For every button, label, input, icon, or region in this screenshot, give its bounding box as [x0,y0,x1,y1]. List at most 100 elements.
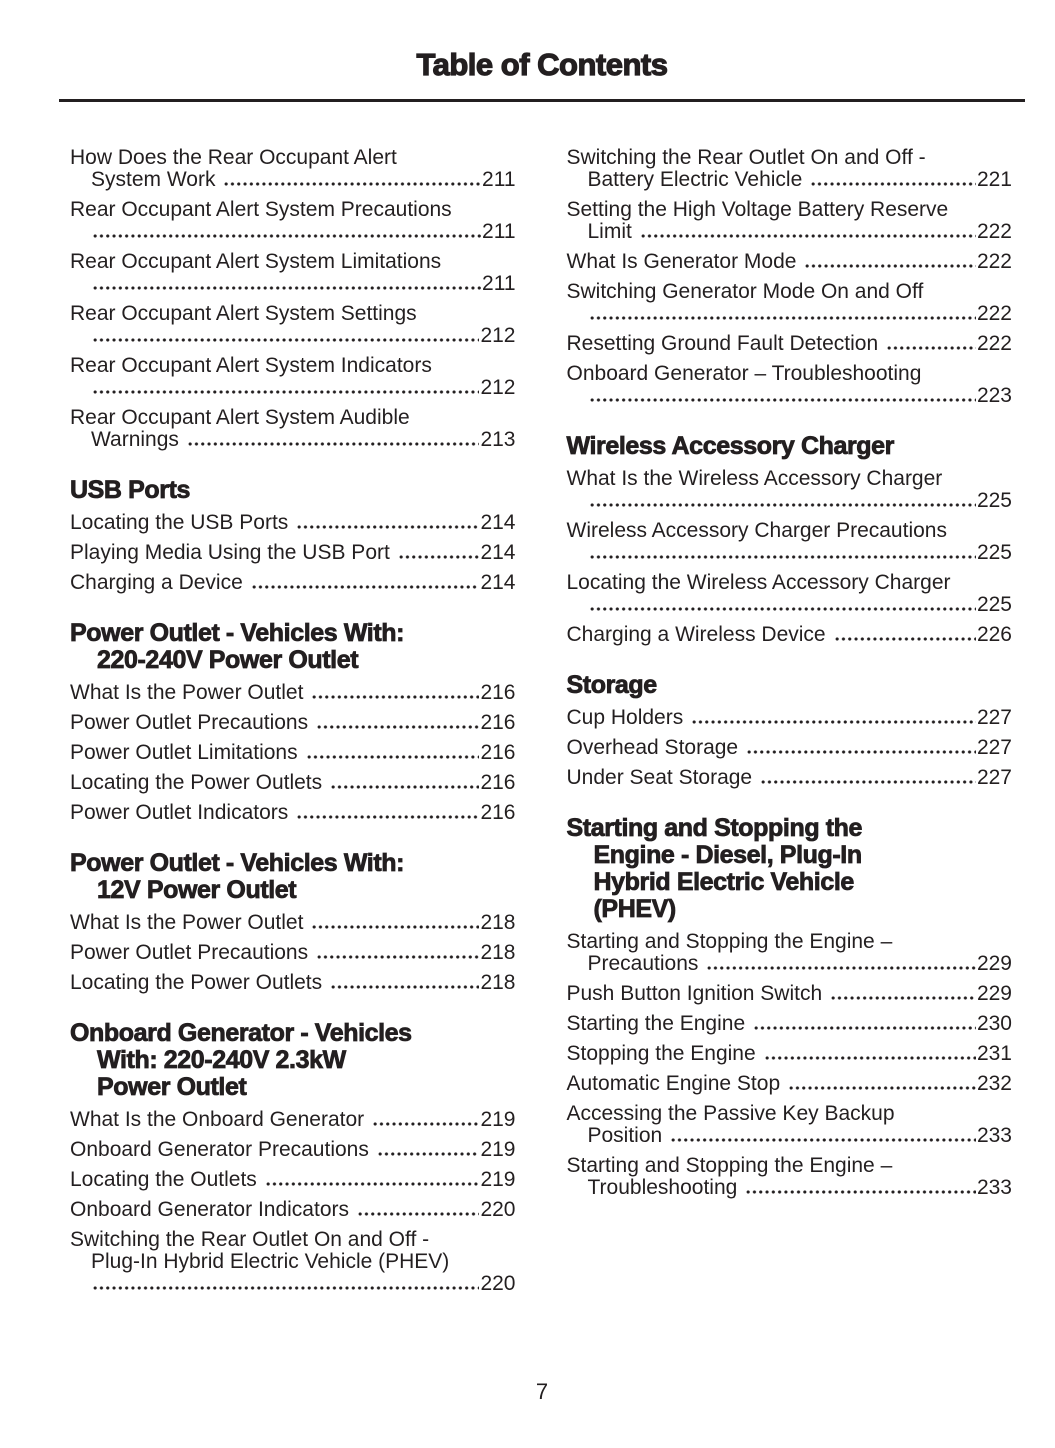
dot-leader [885,332,976,355]
toc-entry: Playing Media Using the USB Port 214 [70,540,516,564]
toc-entry-leader-line: 212 [70,376,516,399]
toc-entry-page-number: 222 [976,219,1012,243]
toc-entry-title: Stopping the Engine [566,1041,756,1065]
toc-entry-title: Charging a Device [70,570,243,594]
toc-column-right: Switching the Rear Outlet On and Off - Ba… [566,145,1013,1303]
dot-leader [787,1072,976,1095]
toc-entry-leader-line: Precautions 229 [567,951,1012,975]
toc-entry: Locating the Power Outlets 218 [70,971,516,994]
dot-leader [745,736,976,759]
toc-entry-leader-line: Power Outlet Limitations 216 [70,740,516,764]
toc-entry-page-number: 233 [976,1175,1012,1199]
toc-entry-page-number: 227 [976,705,1012,729]
toc-entry: Starting the Engine 230 [567,1012,1012,1035]
toc-entry-leader-line: Under Seat Storage 227 [567,766,1012,789]
toc-column-left: How Does the Rear Occupant Alert System W… [70,145,516,1303]
toc-entry-page-number: 219 [480,1167,516,1191]
toc-entry-leader-line: Onboard Generator Precautions 219 [70,1137,516,1161]
toc-entry: What Is Generator Mode 222 [566,249,1012,273]
toc-entry-page-number: 216 [480,740,516,764]
toc-entry-page-number: 222 [976,249,1012,273]
toc-entry-title: Onboard Generator Precautions [70,1137,369,1161]
dot-leader [371,1108,480,1131]
toc-entry-page-number: 225 [976,592,1012,616]
section-heading-line: Starting and Stopping the [566,813,863,842]
dot-leader [91,220,482,243]
toc-entry-leader-line: Overhead Storage 227 [567,736,1012,759]
dot-leader [705,952,976,975]
toc-entry-title: Troubleshooting [587,1175,738,1199]
section-heading-line: USB Ports [70,475,191,504]
page-number: 7 [535,1379,549,1404]
toc-entry: Locating the Wireless Accessory Charger 2… [566,570,1012,616]
toc-entry-page-number: 213 [480,427,516,451]
toc-entry-leader-line: 222 [567,302,1012,325]
section-heading: Power Outlet - Vehicles With: 220-240V Po… [70,619,516,674]
toc-entry: Wireless Accessory Charger Precautions 22… [567,519,1012,564]
toc-entry-text-line: Rear Occupant Alert System Precautions [70,197,452,221]
toc-entry-title: Power Outlet Precautions [70,940,309,964]
toc-entry: Setting the High Voltage Battery Reserve… [567,198,1012,243]
toc-entry-text-line: What Is the Wireless Accessory Charger [566,466,943,490]
toc-entry-page-number: 211 [482,219,516,243]
toc-entry-text-line: How Does the Rear Occupant Alert [70,145,397,169]
section-heading: Wireless Accessory Charger [566,431,1013,460]
toc-entry-leader-line: What Is the Power Outlet 216 [70,681,516,704]
toc-entry-title: Power Outlet Precautions [70,710,309,734]
toc-entry-leader-line: Starting the Engine 230 [567,1012,1012,1035]
toc-entry-leader-line: What Is Generator Mode 222 [566,249,1012,273]
dot-leader [803,250,976,273]
toc-columns: How Does the Rear Occupant Alert System W… [70,145,1013,1303]
toc-entry-leader-line: Playing Media Using the USB Port 214 [70,540,516,564]
toc-entry-page-number: 233 [976,1123,1012,1147]
page-title: Table of Contents [416,46,669,82]
toc-entry: Switching Generator Mode On and Off 222 [567,280,1012,325]
toc-entry-text-line: Plug-In Hybrid Electric Vehicle (PHEV) [91,1249,450,1273]
toc-entry-title: Power Outlet Indicators [70,800,289,824]
toc-entry-text-line: Rear Occupant Alert System Limitations [70,249,442,273]
toc-entry-leader-line: Locating the Power Outlets 216 [70,770,516,794]
toc-entry-title: Resetting Ground Fault Detection [566,331,879,355]
toc-entry-page-number: 216 [480,770,516,794]
dot-leader [356,1198,480,1221]
dot-leader [185,428,480,451]
section-heading-line: With: 220-240V 2.3kW [97,1045,347,1074]
toc-entry-page-number: 211 [482,167,516,191]
toc-entry-title: What Is the Onboard Generator [70,1107,365,1131]
dot-leader [759,766,976,789]
section-heading-line: Power Outlet - Vehicles With: [70,848,405,877]
toc-entry: Under Seat Storage 227 [567,766,1012,789]
toc-entry: What Is the Power Outlet 218 [70,911,516,934]
toc-entry-title: Playing Media Using the USB Port [70,540,390,564]
toc-entry-title: Battery Electric Vehicle [587,167,803,191]
dot-leader [829,982,976,1005]
dot-leader [690,706,976,729]
toc-entry: Charging a Wireless Device 226 [567,623,1012,646]
toc-entry-leader-line: 225 [567,592,1012,616]
toc-entry-title: What Is Generator Mode [566,249,797,273]
toc-entry-page-number: 229 [976,951,1012,975]
toc-entry-text-line: Switching the Rear Outlet On and Off - [566,145,926,169]
toc-entry-page-number: 221 [976,167,1012,191]
section-heading: Storage [566,671,1013,699]
toc-entry-title: Warnings [91,427,179,451]
section-heading-line: Wireless Accessory Charger [566,431,895,460]
toc-entry: Onboard Generator Indicators 220 [70,1198,516,1221]
dot-leader [587,489,976,512]
toc-entry-text-line: Starting and Stopping the Engine – [566,1153,893,1177]
toc-entry-leader-line: Cup Holders 227 [567,705,1012,729]
section-heading: Power Outlet - Vehicles With: 12V Power O… [70,848,516,904]
toc-entry: Onboard Generator – Troubleshooting 223 [567,362,1012,407]
toc-entry-leader-line: Resetting Ground Fault Detection 222 [566,331,1012,355]
toc-entry-text-line: Rear Occupant Alert System Settings [70,301,417,325]
toc-entry: Power Outlet Limitations 216 [70,740,516,764]
toc-entry-text-line: Locating the Wireless Accessory Charger [566,570,951,594]
toc-entry: Cup Holders 227 [567,705,1012,729]
toc-entry: Power Outlet Precautions 216 [70,710,516,734]
section-heading-line: Power Outlet [97,1072,248,1101]
toc-entry-leader-line: 220 [70,1272,516,1295]
toc-entry: What Is the Wireless Accessory Charger 22… [566,466,1012,512]
toc-entry: Locating the Outlets 219 [70,1167,516,1191]
toc-entry: Overhead Storage 227 [567,736,1012,759]
toc-entry-title: Precautions [587,951,699,975]
